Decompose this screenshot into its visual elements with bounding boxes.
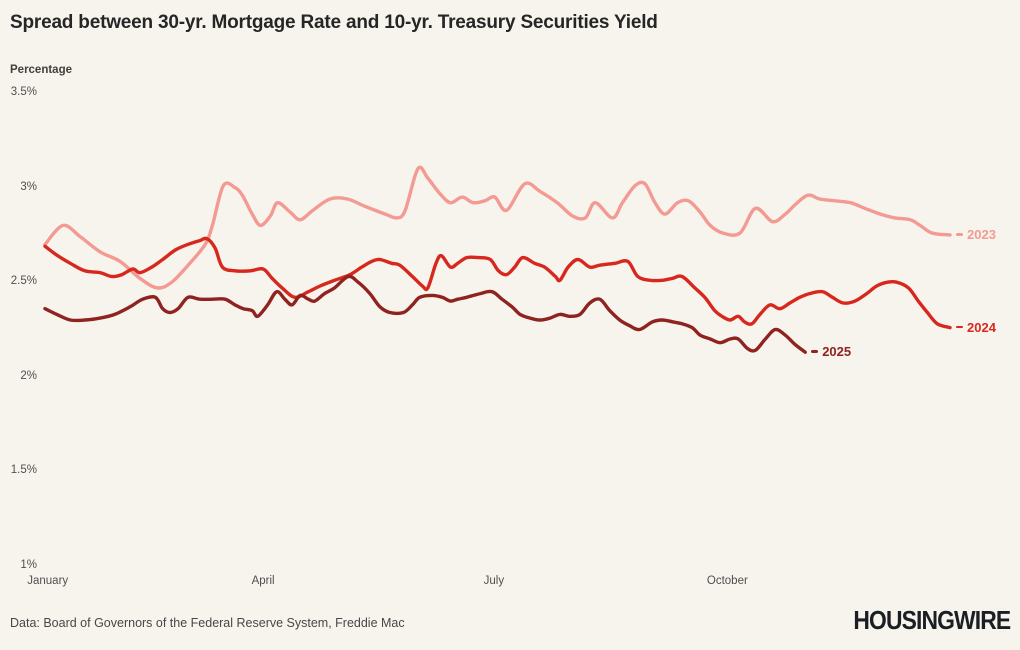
chart-title: Spread between 30-yr. Mortgage Rate and … bbox=[10, 12, 658, 33]
housingwire-logo: HOUSINGWIRE bbox=[853, 605, 1011, 635]
y-axis-title: Percentage bbox=[10, 64, 73, 76]
series-year-text: 2023 bbox=[967, 226, 996, 242]
x-tick-label: October bbox=[706, 575, 748, 587]
y-tick-label: 2% bbox=[20, 369, 37, 382]
y-tick-label: 3.5% bbox=[10, 86, 37, 98]
y-tick-label: 2.5% bbox=[10, 275, 37, 288]
label-tick-icon bbox=[956, 233, 963, 236]
label-tick-icon bbox=[956, 325, 963, 329]
x-tick-label: January bbox=[27, 575, 69, 587]
y-tick-label: 1% bbox=[20, 559, 37, 571]
y-tick-label: 1.5% bbox=[10, 464, 37, 477]
x-tick-label: July bbox=[483, 575, 505, 587]
series-line-2024 bbox=[43, 236, 952, 330]
series-label-2025: 2025 bbox=[811, 344, 851, 359]
series-label-2024: 2024 bbox=[956, 320, 996, 335]
series-line-2023 bbox=[43, 165, 952, 290]
label-tick-icon bbox=[811, 350, 819, 353]
data-source: Data: Board of Governors of the Federal … bbox=[10, 616, 405, 630]
series-line-2025 bbox=[43, 274, 807, 354]
series-year-text: 2024 bbox=[967, 319, 996, 335]
series-label-2023: 2023 bbox=[956, 227, 996, 242]
series-year-text: 2025 bbox=[822, 344, 852, 360]
x-tick-label: April bbox=[251, 575, 275, 587]
y-tick-label: 3% bbox=[20, 180, 37, 193]
